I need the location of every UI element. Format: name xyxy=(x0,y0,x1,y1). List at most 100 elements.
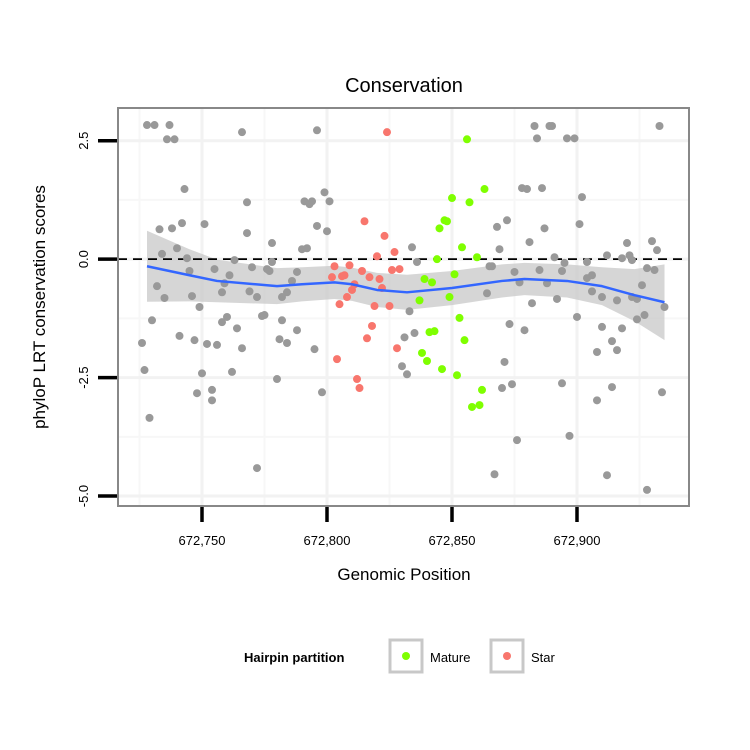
point-other xyxy=(618,324,626,333)
point-other xyxy=(558,266,566,275)
point-other xyxy=(238,128,246,137)
chart-title: Conservation xyxy=(345,75,463,97)
point-other xyxy=(158,249,166,258)
point-other xyxy=(260,311,269,320)
point-other xyxy=(283,288,291,297)
point-star xyxy=(393,344,401,353)
point-other xyxy=(278,293,286,302)
point-other xyxy=(533,134,541,143)
point-other xyxy=(573,312,581,321)
point-other xyxy=(213,340,221,349)
point-other xyxy=(655,122,664,131)
point-other xyxy=(313,126,321,135)
point-star xyxy=(365,273,374,282)
point-other xyxy=(275,335,284,344)
point-mature xyxy=(430,327,439,336)
legend-dot-mature xyxy=(402,652,410,660)
point-other xyxy=(243,198,251,207)
point-mature xyxy=(438,365,446,374)
point-other xyxy=(218,288,226,297)
point-other xyxy=(408,243,416,252)
legend-dot-star xyxy=(503,652,511,660)
point-mature xyxy=(473,253,481,262)
point-other xyxy=(588,287,596,296)
point-other xyxy=(575,220,584,229)
point-other xyxy=(268,257,276,266)
point-other xyxy=(313,221,321,230)
point-other xyxy=(310,345,319,354)
point-other xyxy=(320,188,329,197)
point-mature xyxy=(480,185,489,194)
point-other xyxy=(200,220,209,229)
point-mature xyxy=(435,224,444,233)
x-tick-label: 672,850 xyxy=(429,533,476,548)
point-other xyxy=(623,239,631,248)
point-other xyxy=(650,266,659,275)
point-mature xyxy=(465,198,474,207)
data-points xyxy=(138,121,669,494)
point-star xyxy=(333,355,341,364)
point-star xyxy=(348,285,356,294)
point-other xyxy=(608,383,616,392)
legend-label-star: Star xyxy=(531,650,556,665)
point-other xyxy=(510,267,519,276)
point-other xyxy=(553,294,561,303)
point-other xyxy=(598,322,606,331)
y-tick-label: -5.0 xyxy=(76,485,91,507)
point-other xyxy=(538,184,546,193)
y-axis: 2.5 0.0 -2.5 -5.0 xyxy=(76,132,117,507)
point-other xyxy=(660,303,669,311)
point-other xyxy=(218,318,226,327)
point-other xyxy=(253,464,261,473)
point-other xyxy=(658,388,666,397)
point-other xyxy=(523,185,531,194)
legend-title: Hairpin partition xyxy=(244,650,344,665)
point-mature xyxy=(463,135,471,144)
legend: Hairpin partition Mature Star xyxy=(244,638,556,674)
point-other xyxy=(495,245,504,254)
point-other xyxy=(183,254,191,263)
point-mature xyxy=(468,402,476,411)
x-axis-title: Genomic Position xyxy=(337,565,470,584)
point-other xyxy=(228,367,236,376)
point-other xyxy=(165,121,174,130)
point-other xyxy=(583,257,591,266)
confidence-band xyxy=(147,230,665,341)
point-other xyxy=(603,471,611,480)
point-other xyxy=(265,266,274,275)
point-star xyxy=(345,261,354,270)
point-other xyxy=(528,299,536,308)
point-other xyxy=(640,311,649,320)
point-other xyxy=(268,239,276,248)
point-other xyxy=(195,303,204,311)
point-mature xyxy=(448,194,456,203)
point-other xyxy=(318,388,326,397)
point-other xyxy=(513,436,521,445)
point-other xyxy=(498,384,506,393)
point-other xyxy=(483,289,491,298)
point-other xyxy=(198,369,206,378)
point-mature xyxy=(418,348,426,357)
point-other xyxy=(508,380,516,389)
point-other xyxy=(565,431,574,440)
point-other xyxy=(253,293,261,302)
point-star xyxy=(395,265,404,274)
point-mature xyxy=(478,385,486,394)
point-other xyxy=(540,224,549,233)
point-other xyxy=(208,385,216,394)
point-other xyxy=(638,281,646,290)
point-other xyxy=(185,266,194,275)
point-other xyxy=(490,470,499,479)
point-mature xyxy=(450,270,459,279)
point-other xyxy=(593,348,601,357)
point-other xyxy=(245,287,254,296)
smooth-line xyxy=(146,265,665,304)
y-tick-label: 0.0 xyxy=(76,250,91,268)
point-other xyxy=(558,379,566,388)
y-axis-title: phyloP LRT conservation scores xyxy=(30,185,49,429)
point-star xyxy=(368,321,376,330)
point-other xyxy=(238,344,246,353)
point-star xyxy=(383,128,391,137)
x-tick-label: 672,800 xyxy=(304,533,351,548)
point-other xyxy=(223,312,231,321)
